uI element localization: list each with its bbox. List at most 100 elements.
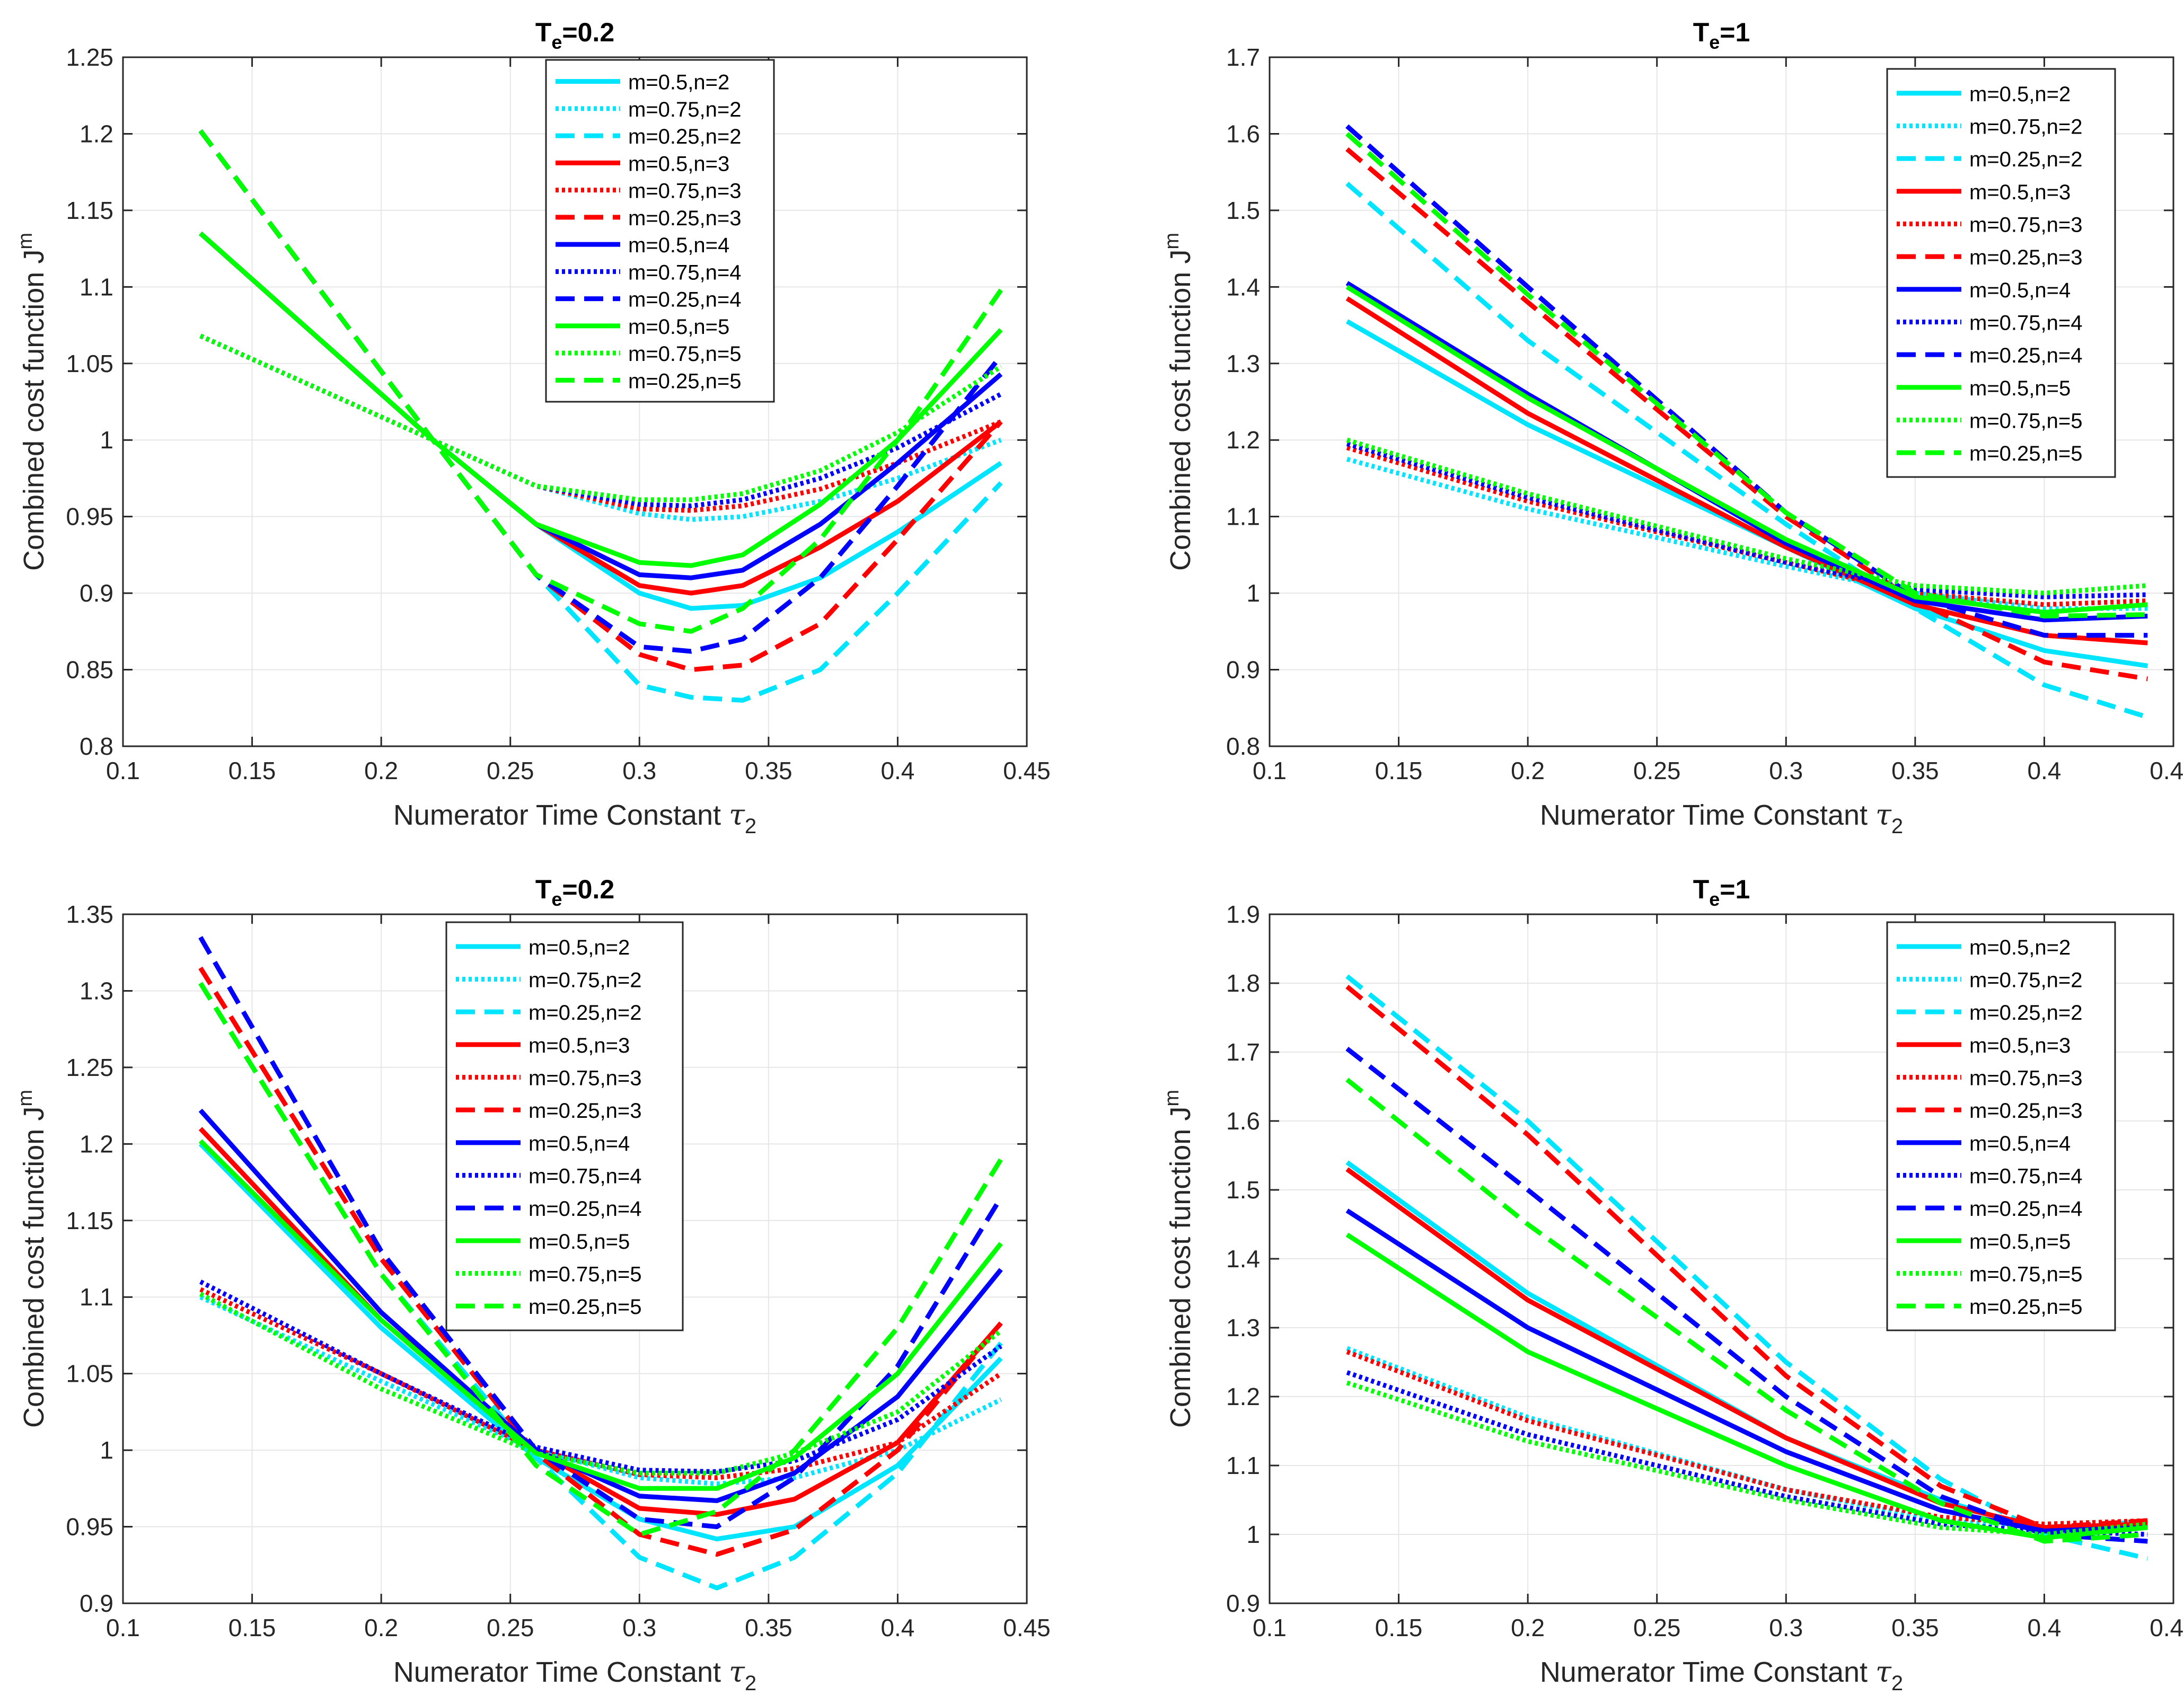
legend: m=0.5,n=2 m=0.75,n=2 m=0.25,n=2 m=0.5,n=3 m=…	[1886, 68, 2116, 478]
legend-label: m=0.75,n=2	[1969, 116, 2083, 139]
legend-label: m=0.25,n=3	[1969, 246, 2083, 269]
series-line-m=0.75,n=4	[1346, 442, 2148, 599]
y-tick-label: 1	[100, 1436, 113, 1464]
x-tick-label: 0.35	[1891, 1614, 1939, 1641]
legend-label: m=0.25,n=2	[628, 125, 742, 148]
legend-box	[1886, 921, 2116, 1331]
legend-label: m=0.25,n=4	[628, 288, 742, 312]
legend-label: m=0.75,n=4	[529, 1165, 642, 1188]
legend-label: m=0.75,n=2	[529, 969, 642, 992]
series-line-m=0.75,n=2	[199, 1295, 1002, 1487]
series-line-m=0.75,n=5	[1346, 437, 2148, 596]
legend: m=0.5,n=2 m=0.75,n=2 m=0.25,n=2 m=0.5,n=3 m=…	[1886, 921, 2116, 1331]
y-tick-label: 1.05	[66, 350, 113, 377]
legend-label: m=0.5,n=2	[628, 71, 729, 94]
y-axis-label: Combined cost function Jm	[1161, 1090, 1196, 1428]
x-tick-label: 0.1	[106, 757, 140, 784]
y-tick-label: 1.1	[1226, 1452, 1260, 1479]
legend-label: m=0.25,n=2	[529, 1001, 642, 1025]
series-line-m=0.75,n=5	[199, 333, 1002, 502]
subplot-1: 0.1 0.15 0.2 0.25 0.3 0.35 0.4 0.45 0.8 0.85 0.9 0.…	[14, 17, 1051, 838]
x-tick-label: 0.1	[1253, 757, 1287, 784]
x-tick-label: 0.45	[2150, 1614, 2184, 1641]
x-tick-label: 0.2	[1511, 757, 1545, 784]
series-line-m=0.5,n=4	[1345, 281, 2148, 623]
legend-label: m=0.25,n=2	[1969, 1001, 2083, 1025]
legend-label: m=0.5,n=4	[529, 1132, 630, 1155]
subplot-4: 0.1 0.15 0.2 0.25 0.3 0.35 0.4 0.45 0.9 1 1.1 1.2 1.…	[1161, 875, 2184, 1695]
legend-label: m=0.25,n=3	[1969, 1099, 2083, 1123]
y-tick-label: 1.6	[1226, 120, 1260, 147]
series-group	[198, 936, 1003, 1591]
y-tick-label: 1.4	[1226, 273, 1260, 301]
legend-label: m=0.75,n=5	[628, 342, 742, 366]
legend-label: m=0.5,n=3	[1969, 1034, 2071, 1057]
y-tick-label: 1.4	[1226, 1245, 1260, 1273]
x-tick-label: 0.3	[1769, 1614, 1803, 1641]
y-tick-label: 1.6	[1226, 1107, 1260, 1135]
chart-title: Te=1	[1693, 875, 1750, 910]
legend-label: m=0.25,n=3	[628, 207, 742, 230]
legend-label: m=0.25,n=5	[1969, 442, 2083, 465]
legend-label: m=0.75,n=5	[529, 1263, 642, 1286]
legend: m=0.5,n=2 m=0.75,n=2 m=0.25,n=2 m=0.5,n=3 m=…	[445, 921, 684, 1331]
series-line-m=0.25,n=3	[198, 966, 1003, 1557]
x-tick-label: 0.15	[228, 757, 276, 784]
legend-label: m=0.5,n=2	[1969, 936, 2071, 959]
x-tick-label: 0.3	[622, 757, 656, 784]
y-axis-label: Combined cost function Jm	[14, 233, 50, 571]
legend-label: m=0.75,n=3	[529, 1067, 642, 1090]
x-tick-label: 0.25	[1633, 1614, 1681, 1641]
y-tick-label: 1.5	[1226, 1176, 1260, 1204]
x-tick-label: 0.35	[745, 757, 792, 784]
y-tick-label: 1.2	[1226, 1383, 1260, 1410]
y-tick-label: 1.3	[1226, 350, 1260, 377]
legend-label: m=0.75,n=4	[1969, 1165, 2083, 1188]
subplot-2: 0.1 0.15 0.2 0.25 0.3 0.35 0.4 0.45 0.8 0.9 1 1.1 1.…	[1161, 17, 2184, 838]
x-tick-label: 0.4	[880, 1614, 914, 1641]
legend-label: m=0.25,n=4	[1969, 1197, 2083, 1221]
x-tick-label: 0.4	[2027, 1614, 2061, 1641]
series-line-m=0.5,n=5	[1345, 1232, 2148, 1540]
x-tick-label: 0.45	[1003, 1614, 1051, 1641]
x-axis-label: Numerator Time Constant τ2	[1540, 798, 1903, 838]
x-tick-label: 0.2	[364, 1614, 398, 1641]
legend: m=0.5,n=2 m=0.75,n=2 m=0.25,n=2 m=0.5,n=3 m=…	[545, 59, 775, 403]
legend-label: m=0.5,n=5	[1969, 377, 2071, 400]
legend-label: m=0.5,n=5	[628, 315, 729, 339]
y-tick-label: 0.9	[80, 579, 113, 607]
chart-title: Te=0.2	[535, 875, 614, 910]
x-axis-label: Numerator Time Constant τ2	[393, 1655, 756, 1695]
series-line-m=0.75,n=3	[199, 1287, 1002, 1480]
x-tick-label: 0.35	[745, 1614, 792, 1641]
y-tick-label: 1.25	[66, 43, 113, 71]
legend-label: m=0.25,n=5	[1969, 1295, 2083, 1319]
y-tick-label: 1.3	[80, 977, 113, 1004]
y-tick-label: 1	[1246, 1521, 1260, 1548]
legend-label: m=0.5,n=4	[1969, 279, 2071, 302]
legend-box	[1886, 68, 2116, 478]
legend-label: m=0.75,n=4	[1969, 312, 2083, 335]
x-tick-label: 0.3	[1769, 757, 1803, 784]
legend-label: m=0.25,n=3	[529, 1099, 642, 1123]
y-tick-label: 1.7	[1226, 43, 1260, 71]
y-axis-label: Combined cost function Jm	[1161, 233, 1196, 571]
x-tick-label: 0.2	[364, 757, 398, 784]
y-axis-label: Combined cost function Jm	[14, 1090, 50, 1428]
legend-label: m=0.75,n=3	[1969, 1067, 2083, 1090]
legend-label: m=0.5,n=4	[628, 234, 729, 257]
legend-label: m=0.5,n=5	[529, 1230, 630, 1253]
y-tick-label: 1.1	[80, 273, 113, 301]
series-line-m=0.5,n=5	[199, 231, 1003, 568]
legend-label: m=0.25,n=2	[1969, 148, 2083, 171]
x-tick-label: 0.15	[1375, 757, 1423, 784]
legend-label: m=0.75,n=5	[1969, 1263, 2083, 1286]
y-tick-label: 1.05	[66, 1360, 113, 1388]
series-line-m=0.25,n=5	[198, 982, 1003, 1537]
y-tick-label: 1.7	[1226, 1038, 1260, 1066]
y-tick-label: 0.9	[80, 1590, 113, 1617]
series-line-m=0.5,n=4	[198, 1108, 1003, 1503]
x-tick-label: 0.1	[106, 1614, 140, 1641]
legend-label: m=0.5,n=2	[1969, 83, 2071, 106]
legend-label: m=0.75,n=3	[628, 180, 742, 203]
